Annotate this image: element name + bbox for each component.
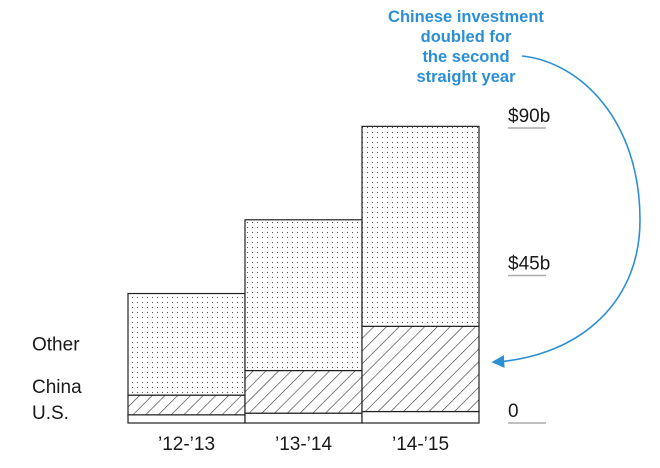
y-tick-label-2: $45b [508, 254, 550, 275]
bar-china-3 [361, 325, 480, 413]
bar-us-1 [127, 414, 246, 424]
bar-china-1 [127, 394, 246, 416]
annotation-line-4: straight year [416, 68, 516, 86]
bar-us-2 [244, 412, 363, 424]
annotation-line-1: Chinese investment [388, 8, 544, 26]
annotation-arrow [491, 55, 641, 368]
bar-other-3 [361, 125, 480, 327]
series-label-us: U.S. [32, 403, 69, 424]
category-label-1: ’12-’13 [158, 434, 215, 455]
series-label-china: China [32, 377, 82, 398]
series-label-other: Other [32, 334, 80, 355]
category-labels: ’12-’13 ’13-’14 ’14-’15 [158, 434, 449, 455]
y-axis: 0 $45b $90b [508, 106, 550, 424]
annotation-line-2: doubled for [421, 28, 512, 46]
bar-other-1 [127, 292, 246, 396]
category-label-2: ’13-’14 [275, 434, 332, 455]
bar-us-3 [361, 410, 480, 424]
annotation-line-3: the second [422, 48, 509, 66]
category-label-3: ’14-’15 [392, 434, 449, 455]
series-labels: U.S. China Other [32, 334, 82, 424]
y-tick-label-1: 0 [508, 401, 519, 422]
y-tick-label-3: $90b [508, 106, 550, 127]
bar-china-2 [244, 369, 363, 414]
bars-group [127, 125, 480, 424]
bar-other-2 [244, 219, 363, 372]
